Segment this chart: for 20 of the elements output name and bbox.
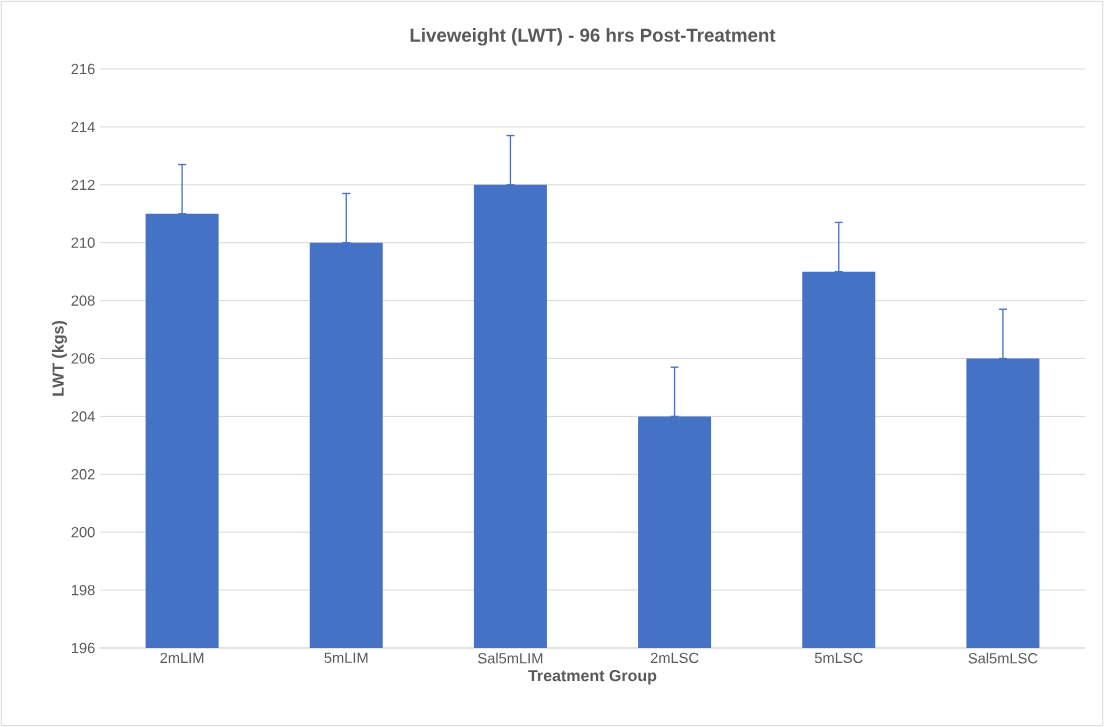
y-tick-label: 216 [71, 63, 95, 75]
y-tick-label: 214 [71, 121, 95, 133]
x-tick-label: Sal5mLIM [478, 652, 543, 664]
x-tick-label: Sal5mLSC [968, 652, 1038, 664]
y-tick-label: 206 [71, 353, 95, 364]
x-tick-label: 5mLIM [324, 652, 368, 663]
y-tick-label: 196 [71, 642, 95, 654]
x-tick-label: 2mLIM [160, 652, 204, 663]
y-tick-label: 200 [71, 527, 95, 538]
y-tick-label: 212 [71, 179, 95, 190]
x-tick-label: 2mLSC [650, 652, 699, 664]
y-tick-label: 198 [71, 584, 95, 596]
y-tick-label: 208 [71, 295, 95, 306]
x-axis-title: Treatment Group [528, 669, 657, 685]
y-tick-label: 202 [71, 469, 95, 480]
y-axis-title: LWT (kgs) [52, 321, 67, 396]
y-tick-label: 210 [71, 237, 95, 248]
chart-title: Liveweight (LWT) - 96 hrs Post-Treatment [410, 28, 776, 46]
x-tick-label: 5mLSC [814, 652, 863, 664]
y-tick-label: 204 [71, 411, 95, 422]
